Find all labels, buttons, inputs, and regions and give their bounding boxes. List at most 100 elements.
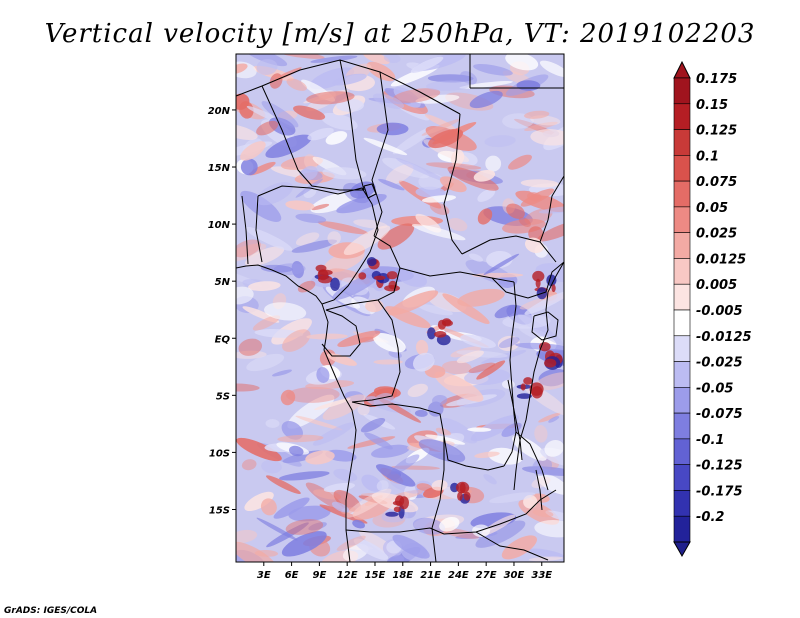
velocity-cell xyxy=(412,517,446,535)
velocity-cell xyxy=(357,403,370,416)
border-togo xyxy=(241,195,249,265)
velocity-cell xyxy=(386,555,405,562)
velocity-cell xyxy=(425,162,482,170)
velocity-cell xyxy=(505,54,539,71)
border-chad-sudan xyxy=(443,113,463,255)
colorbar-swatch xyxy=(673,387,691,414)
border-zambia-south xyxy=(443,489,557,535)
velocity-cell xyxy=(265,419,280,428)
velocity-cell xyxy=(534,520,564,538)
velocity-cell xyxy=(473,64,513,76)
border-gabon-congo xyxy=(321,309,361,357)
velocity-cell xyxy=(241,459,257,471)
velocity-cell xyxy=(535,372,564,391)
velocity-cell xyxy=(450,149,465,167)
velocity-cell xyxy=(263,302,307,321)
velocity-cell xyxy=(273,497,310,519)
velocity-cell xyxy=(477,208,493,225)
velocity-cell xyxy=(528,226,544,242)
convective-spot xyxy=(523,377,533,385)
colorbar-label: 0.125 xyxy=(696,124,737,139)
velocity-cell xyxy=(418,439,466,463)
colorbar-swatch xyxy=(673,309,691,337)
x-tick-label: 24E xyxy=(448,570,469,581)
velocity-cell xyxy=(287,394,335,429)
velocity-cell xyxy=(372,93,405,109)
velocity-cell xyxy=(322,167,367,180)
velocity-cell xyxy=(289,445,304,457)
coastline-west-africa xyxy=(236,264,357,562)
lake-tanganyika xyxy=(507,379,523,461)
convective-spot xyxy=(532,270,545,282)
border-cameroon-car xyxy=(325,235,401,311)
velocity-cell xyxy=(424,114,456,131)
convective-spot xyxy=(358,272,367,280)
colorbar-swatch xyxy=(673,232,691,259)
velocity-cell xyxy=(308,522,327,531)
velocity-cell xyxy=(489,492,536,504)
velocity-cell xyxy=(310,55,358,63)
velocity-cell xyxy=(539,60,564,78)
convective-spot xyxy=(330,277,340,291)
velocity-cell xyxy=(285,519,324,535)
x-tick-label: 27E xyxy=(476,570,497,581)
convective-spot xyxy=(392,500,403,506)
y-tick-label: 5N xyxy=(215,277,231,288)
colorbar-label: 0.1 xyxy=(696,149,719,164)
velocity-cell xyxy=(545,510,564,523)
velocity-cell xyxy=(439,176,467,193)
border-nigeria-cameroon xyxy=(321,203,379,305)
velocity-cell xyxy=(272,369,292,377)
velocity-cell xyxy=(333,468,358,482)
velocity-cell xyxy=(353,538,389,560)
velocity-cell xyxy=(236,437,282,462)
velocity-cell xyxy=(483,253,520,276)
velocity-cell xyxy=(332,73,367,86)
y-tick-label: 10N xyxy=(208,220,231,231)
velocity-cell xyxy=(320,112,358,131)
velocity-cell xyxy=(309,67,355,90)
velocity-cell xyxy=(240,158,258,176)
velocity-cell xyxy=(373,359,403,365)
convective-spot xyxy=(434,331,447,338)
velocity-cell xyxy=(388,290,439,316)
velocity-cell xyxy=(483,474,497,485)
velocity-cell xyxy=(411,224,466,241)
border-benin xyxy=(255,195,263,263)
velocity-cell xyxy=(236,541,278,562)
colorbar-label: 0.15 xyxy=(696,98,728,113)
colorbar-label: 0.175 xyxy=(696,72,737,87)
velocity-cell xyxy=(236,529,258,544)
velocity-cell xyxy=(245,246,285,267)
y-axis: 20N 15N 10N 5N EQ 5S 10S 15S xyxy=(208,106,236,516)
velocity-cell xyxy=(293,105,326,120)
x-axis: 3E 6E 9E 12E 15E 18E 21E 24E 27E 30E 33E xyxy=(257,562,552,581)
velocity-cell xyxy=(277,434,324,443)
colorbar-swatch xyxy=(673,438,691,465)
velocity-cell xyxy=(460,71,478,85)
velocity-cell xyxy=(333,489,362,512)
velocity-cell xyxy=(392,88,441,103)
border-kenya xyxy=(545,261,564,293)
velocity-cell xyxy=(306,91,355,105)
convective-spot xyxy=(427,327,436,340)
velocity-cell xyxy=(421,118,461,136)
velocity-cell xyxy=(524,110,550,119)
velocity-cell xyxy=(361,474,383,492)
convective-spot xyxy=(544,358,557,368)
colorbar-swatch xyxy=(673,490,691,517)
velocity-cell xyxy=(371,444,410,458)
velocity-cell xyxy=(280,389,296,406)
velocity-cell xyxy=(532,509,554,518)
border-botswana xyxy=(431,527,437,562)
velocity-cell xyxy=(494,304,518,319)
velocity-cell xyxy=(421,195,457,203)
velocity-cell xyxy=(448,217,468,232)
velocity-cell xyxy=(336,535,366,551)
colorbar-swatch xyxy=(673,283,691,311)
velocity-cell xyxy=(506,203,525,219)
velocity-cell xyxy=(468,253,484,262)
velocity-cell xyxy=(442,293,490,325)
colorbar-swatch xyxy=(673,412,691,440)
